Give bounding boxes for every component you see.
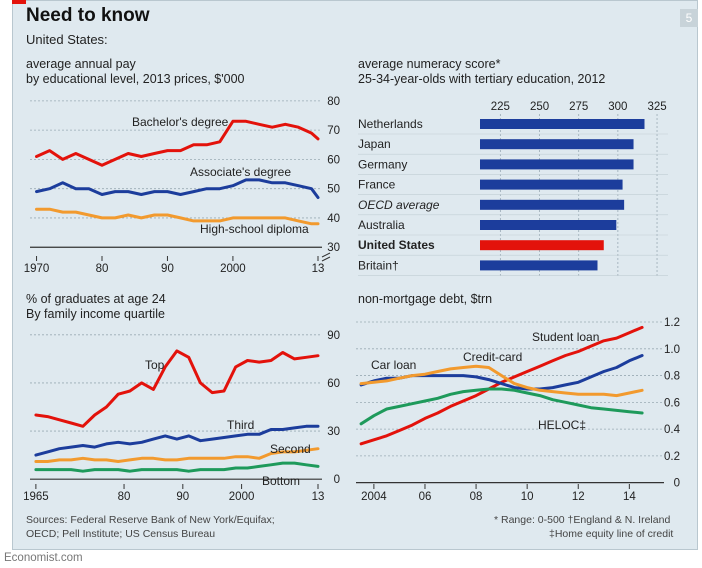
pay-x-tick-label: 80 [96, 263, 109, 275]
numeracy-category-label: Australia [358, 218, 405, 232]
numeracy-bar-germany [480, 159, 634, 170]
pay-y-tick-label: 80 [327, 96, 340, 108]
pay-y-tick-label: 30 [327, 242, 340, 254]
debt-x-tick-label: 06 [419, 491, 432, 503]
debt-series-orange [359, 364, 644, 398]
numeracy-bar-australia [480, 220, 617, 230]
debt-y-tick-label: 0.2 [664, 451, 680, 463]
pay-x-tick-label: 2000 [220, 263, 246, 275]
page-number: 5 [680, 9, 698, 27]
brand-logo-text: Economist.com [4, 552, 83, 564]
debt-y-tick-label: 0 [674, 478, 680, 490]
numeracy-bar-france [480, 179, 623, 190]
page-subtitle: United States: [26, 32, 108, 47]
pay-series-orange [35, 207, 320, 226]
grad-series-label: Top [145, 358, 165, 372]
debt-x-tick-label: 2004 [361, 491, 387, 503]
sources-line-2: OECD; Pell Institute; US Census Bureau [26, 528, 216, 540]
pay-y-tick-label: 60 [327, 154, 340, 166]
pay-y-tick-label: 40 [327, 213, 340, 225]
pay-series-label: Associate's degree [190, 165, 291, 179]
debt-y-tick-label: 1.2 [664, 317, 680, 329]
grad-x-tick-label: 1965 [23, 491, 49, 503]
red-tab [12, 0, 26, 4]
grad-y-tick-label: 0 [334, 474, 340, 486]
numeracy-chart-subtitle: 25-34-year-olds with tertiary education,… [358, 72, 606, 86]
numeracy-bar-united-states [480, 240, 604, 251]
debt-x-tick-label: 10 [521, 491, 534, 503]
grad-series-label: Bottom [262, 474, 300, 488]
numeracy-category-label: OECD average [358, 198, 440, 212]
numeracy-category-label: France [358, 178, 396, 192]
grad-x-tick-label: 13 [312, 491, 325, 503]
graduates-chart-subtitle: By family income quartile [26, 307, 165, 321]
numeracy-x-tick-label: 225 [491, 101, 510, 113]
grad-series-blue [34, 424, 320, 457]
grad-series-red [34, 349, 320, 428]
grad-y-tick-label: 30 [327, 426, 340, 438]
numeracy-bar-britain [480, 260, 598, 271]
sources-line-1: Sources: Federal Reserve Bank of New Yor… [26, 514, 275, 526]
grad-series-label: Second [270, 442, 311, 456]
grad-x-tick-label: 90 [176, 491, 189, 503]
pay-chart-title: average annual pay [26, 57, 136, 71]
grad-y-tick-label: 60 [327, 378, 340, 390]
grad-series-orange [34, 447, 320, 463]
debt-y-tick-label: 1.0 [664, 344, 680, 356]
debt-series-red [359, 325, 644, 446]
pay-y-tick-label: 50 [327, 184, 340, 196]
pay-x-tick-label: 13 [312, 263, 325, 275]
numeracy-category-label: Netherlands [358, 117, 423, 131]
pay-series-blue [35, 178, 320, 199]
numeracy-bar-netherlands [480, 119, 645, 129]
debt-y-tick-label: 0.4 [664, 424, 681, 436]
pay-axis-break [321, 252, 331, 262]
numeracy-category-label: Germany [358, 157, 407, 171]
numeracy-x-tick-label: 325 [647, 101, 666, 113]
pay-x-tick-label: 90 [161, 263, 174, 275]
pay-y-tick-label: 70 [327, 125, 340, 137]
debt-x-tick-label: 08 [470, 491, 483, 503]
numeracy-x-tick-label: 275 [569, 101, 588, 113]
debt-series-green [359, 387, 644, 426]
debt-series-label: HELOC‡ [538, 418, 586, 432]
numeracy-bar-japan [480, 139, 634, 150]
debt-series-label: Car loan [371, 358, 416, 372]
pay-series-red [35, 119, 320, 167]
numeracy-chart-title: average numeracy score* [358, 57, 501, 71]
numeracy-category-label: Britain† [358, 258, 399, 272]
debt-x-tick-label: 14 [623, 491, 636, 503]
numeracy-category-label: United States [358, 238, 435, 252]
pay-chart-subtitle: by educational level, 2013 prices, $'000 [26, 72, 245, 86]
grad-series-label: Third [227, 418, 254, 432]
page-title: Need to know [26, 5, 150, 26]
debt-series-label: Student loan [532, 330, 599, 344]
footnote-line-2: ‡Home equity line of credit [549, 528, 674, 540]
panel-background [12, 0, 698, 550]
graduates-chart-title: % of graduates at age 24 [26, 292, 166, 306]
debt-series-label: Credit-card [463, 350, 522, 364]
numeracy-x-tick-label: 250 [530, 101, 549, 113]
debt-x-tick-label: 12 [572, 491, 585, 503]
numeracy-category-label: Japan [358, 137, 391, 151]
pay-x-tick-label: 1970 [24, 263, 50, 275]
grad-series-green [34, 461, 320, 473]
grad-x-tick-label: 2000 [229, 491, 255, 503]
pay-series-label: Bachelor's degree [132, 115, 229, 129]
debt-y-tick-label: 0.6 [664, 397, 680, 409]
footnote-line-1: * Range: 0-500 †England & N. Ireland [494, 514, 671, 526]
pay-series-label: High-school diploma [200, 222, 309, 236]
debt-chart-title: non-mortgage debt, $trn [358, 292, 493, 306]
grad-x-tick-label: 80 [118, 491, 131, 503]
numeracy-x-tick-label: 300 [608, 101, 627, 113]
numeracy-bar-oecd-average [480, 199, 625, 210]
grad-y-tick-label: 90 [327, 330, 340, 342]
debt-y-tick-label: 0.8 [664, 371, 680, 383]
